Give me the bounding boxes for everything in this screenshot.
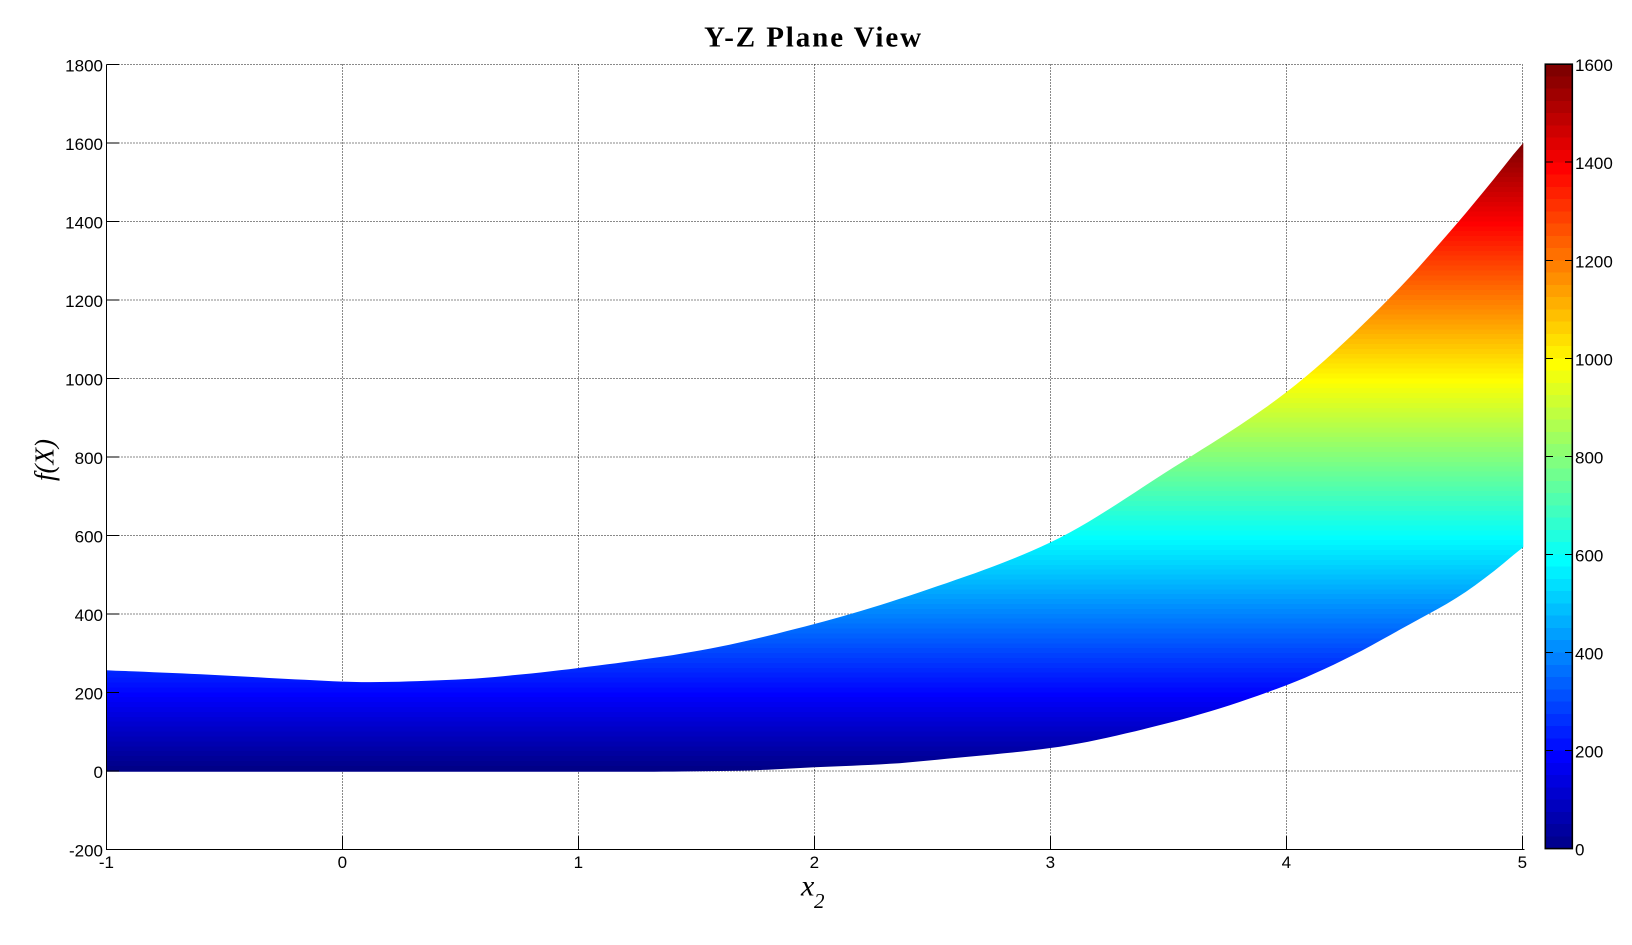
svg-text:1400: 1400 xyxy=(1575,154,1613,173)
svg-text:0: 0 xyxy=(338,853,347,872)
svg-text:200: 200 xyxy=(75,684,103,703)
svg-text:1600: 1600 xyxy=(1575,56,1613,75)
svg-text:800: 800 xyxy=(1575,448,1603,467)
svg-text:0: 0 xyxy=(94,763,103,782)
svg-text:600: 600 xyxy=(75,527,103,546)
svg-text:5: 5 xyxy=(1518,853,1527,872)
svg-text:1200: 1200 xyxy=(65,292,103,311)
svg-text:3: 3 xyxy=(1046,853,1055,872)
svg-text:2: 2 xyxy=(810,853,819,872)
svg-text:1: 1 xyxy=(574,853,583,872)
svg-text:200: 200 xyxy=(1575,743,1603,762)
svg-text:400: 400 xyxy=(75,606,103,625)
svg-text:1000: 1000 xyxy=(1575,350,1613,369)
svg-text:1800: 1800 xyxy=(65,56,103,75)
svg-text:4: 4 xyxy=(1282,853,1291,872)
svg-text:1200: 1200 xyxy=(1575,252,1613,271)
svg-text:1000: 1000 xyxy=(65,370,103,389)
svg-text:0: 0 xyxy=(1575,841,1584,860)
svg-text:f(X): f(X) xyxy=(30,439,60,481)
svg-text:-1: -1 xyxy=(99,853,114,872)
svg-text:1400: 1400 xyxy=(65,213,103,232)
svg-text:400: 400 xyxy=(1575,645,1603,664)
svg-text:-200: -200 xyxy=(69,841,103,860)
svg-text:1600: 1600 xyxy=(65,135,103,154)
svg-text:600: 600 xyxy=(1575,547,1603,566)
svg-text:x: x xyxy=(800,870,815,903)
svg-text:Y-Z Plane View: Y-Z Plane View xyxy=(704,22,923,54)
svg-text:2: 2 xyxy=(814,889,825,913)
svg-text:800: 800 xyxy=(75,449,103,468)
